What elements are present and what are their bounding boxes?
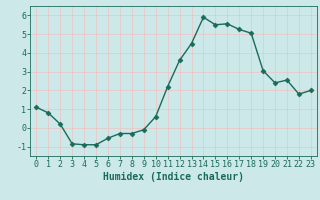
X-axis label: Humidex (Indice chaleur): Humidex (Indice chaleur) [103, 172, 244, 182]
